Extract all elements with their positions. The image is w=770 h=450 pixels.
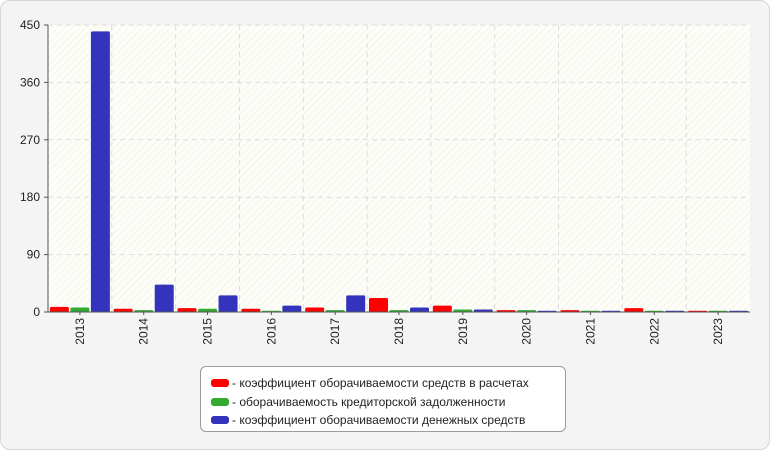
- legend-swatch-green: [211, 397, 229, 406]
- bar-blue-2014: [154, 284, 174, 312]
- bar-blue-2018: [410, 307, 429, 312]
- x-tick-label: 2016: [264, 318, 278, 345]
- grid-lines: [48, 24, 750, 312]
- legend-label: - коэффициент оборачиваемости средств в …: [232, 376, 529, 391]
- x-tick-label: 2017: [328, 318, 342, 345]
- bar-blue-2019: [473, 309, 493, 312]
- x-tick-label: 2015: [201, 318, 215, 345]
- legend-item: - оборачиваемость кредиторской задолженн…: [211, 393, 565, 412]
- bar-red-2016: [241, 308, 261, 312]
- bars: [49, 31, 749, 312]
- legend-swatch-blue: [211, 416, 229, 425]
- y-tick-label: 90: [27, 248, 41, 262]
- legend-label: - оборачиваемость кредиторской задолженн…: [232, 394, 506, 409]
- x-tick-label: 2022: [647, 318, 661, 345]
- legend: - коэффициент оборачиваемости средств в …: [200, 366, 566, 432]
- x-tick-label: 2013: [73, 318, 87, 345]
- y-axis-labels: 0 90 180 270 360 450: [20, 18, 40, 319]
- y-tick-label: 450: [20, 18, 40, 32]
- bar-red-2018: [369, 297, 388, 312]
- legend-item: - коэффициент оборачиваемости средств в …: [211, 374, 565, 393]
- x-tick-label: 2019: [456, 318, 470, 345]
- x-tick-label: 2014: [137, 318, 151, 345]
- bar-blue-2017: [346, 295, 366, 312]
- bar-blue-2015: [218, 295, 238, 312]
- bar-red-2013: [49, 306, 69, 312]
- bar-red-2015: [177, 308, 197, 312]
- y-tick-label: 0: [33, 305, 40, 319]
- axes: [44, 24, 750, 315]
- bar-red-2022: [624, 308, 644, 312]
- legend-item: - коэффициент оборачиваемости денежных с…: [211, 411, 565, 430]
- bar-blue-2013: [90, 31, 110, 312]
- bar-green-2015: [198, 308, 218, 312]
- x-tick-label: 2018: [392, 318, 406, 345]
- bar-red-2017: [305, 307, 325, 312]
- y-tick-label: 270: [20, 133, 40, 147]
- bar-red-2019: [432, 305, 452, 312]
- bar-green-2013: [70, 307, 90, 312]
- bar-blue-2016: [282, 305, 302, 312]
- x-tick-label: 2023: [711, 318, 725, 345]
- plot-area: [48, 25, 750, 312]
- bar-red-2014: [113, 308, 133, 312]
- legend-label: - коэффициент оборачиваемости денежных с…: [232, 413, 526, 428]
- x-tick-label: 2020: [520, 318, 534, 345]
- x-tick-label: 2021: [583, 318, 597, 345]
- legend-swatch-red: [211, 379, 229, 388]
- y-tick-label: 360: [20, 75, 40, 89]
- y-tick-label: 180: [20, 190, 40, 204]
- bar-green-2019: [453, 309, 473, 312]
- x-axis-labels: 2013 2014 2015 2016 2017 2018 2019 2020 2021 2022…: [73, 318, 725, 345]
